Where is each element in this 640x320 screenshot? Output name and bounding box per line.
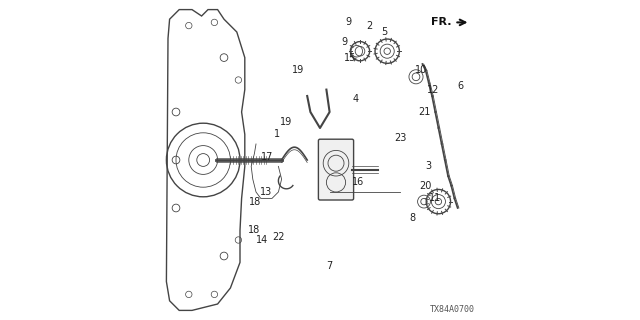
Text: 1: 1 bbox=[274, 129, 280, 140]
Text: 19: 19 bbox=[291, 65, 304, 76]
Text: 9: 9 bbox=[346, 17, 352, 28]
Text: 22: 22 bbox=[272, 232, 285, 242]
Text: 11: 11 bbox=[429, 193, 442, 204]
Text: 14: 14 bbox=[256, 235, 269, 245]
Text: FR.: FR. bbox=[431, 17, 451, 28]
Text: 10: 10 bbox=[415, 65, 427, 76]
Text: 19: 19 bbox=[280, 116, 292, 127]
Text: 21: 21 bbox=[418, 107, 430, 117]
Text: 9: 9 bbox=[341, 36, 347, 47]
Text: 20: 20 bbox=[419, 180, 432, 191]
FancyBboxPatch shape bbox=[319, 139, 354, 200]
Text: 6: 6 bbox=[458, 81, 464, 92]
Text: 8: 8 bbox=[410, 212, 416, 223]
Text: 16: 16 bbox=[352, 177, 365, 188]
Text: 13: 13 bbox=[259, 187, 272, 197]
Text: TX84A0700: TX84A0700 bbox=[430, 305, 475, 314]
Text: 15: 15 bbox=[344, 52, 356, 63]
Text: 18: 18 bbox=[249, 196, 262, 207]
Text: 12: 12 bbox=[428, 84, 440, 95]
Text: 5: 5 bbox=[381, 27, 387, 37]
Text: 18: 18 bbox=[248, 225, 260, 236]
Text: 4: 4 bbox=[352, 94, 358, 104]
Text: 3: 3 bbox=[426, 161, 432, 172]
Text: 17: 17 bbox=[261, 152, 273, 162]
Text: 23: 23 bbox=[394, 132, 406, 143]
Text: 7: 7 bbox=[326, 260, 333, 271]
Text: 2: 2 bbox=[367, 20, 372, 31]
